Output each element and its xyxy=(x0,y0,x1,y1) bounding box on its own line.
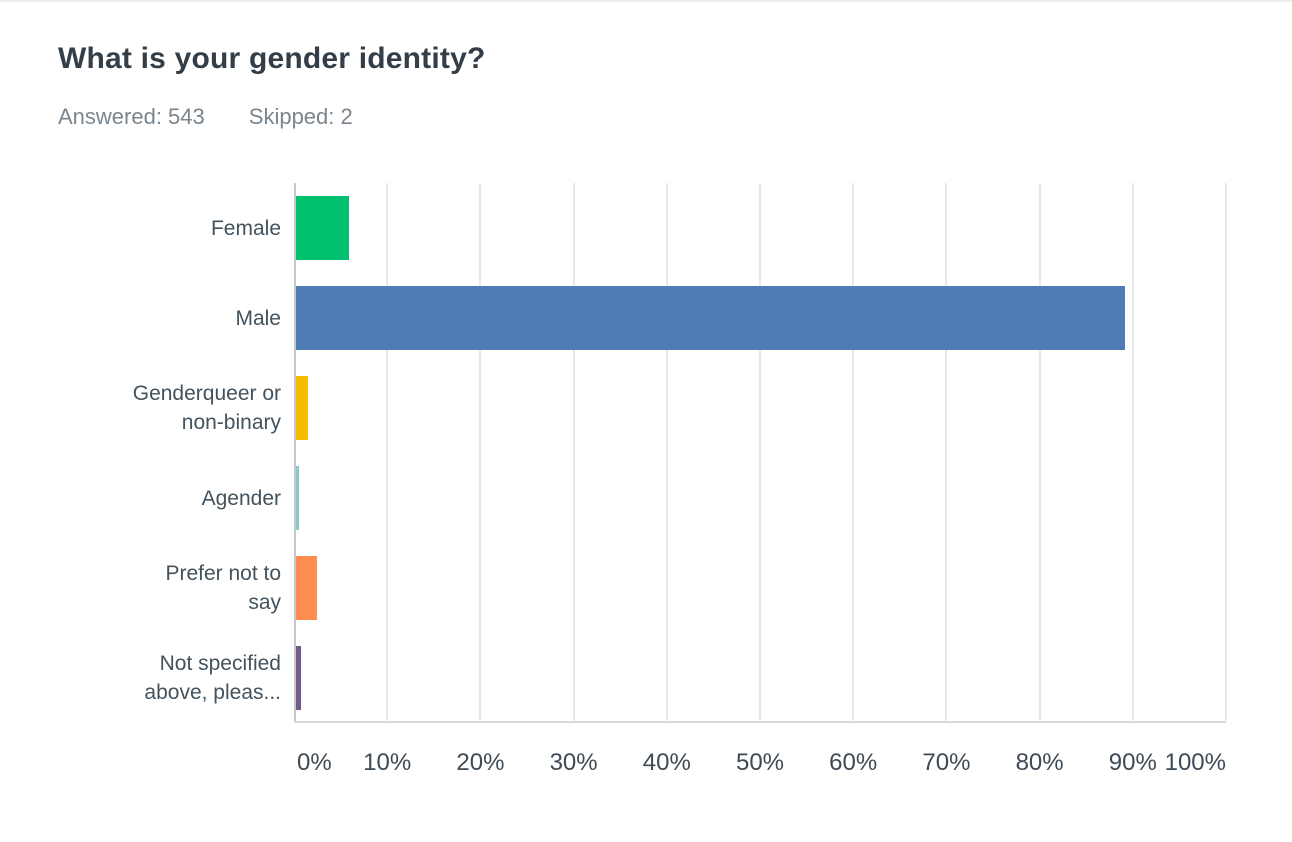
x-tick-label: 60% xyxy=(829,749,878,776)
x-tick-label: 50% xyxy=(735,749,785,776)
gridline-100% xyxy=(1225,183,1227,721)
bar-row xyxy=(296,453,1226,543)
x-tick-label: 90% xyxy=(1108,749,1157,776)
skipped-count: Skipped: 2 xyxy=(248,104,353,129)
category-label: Agender xyxy=(201,486,281,510)
question-title: What is your gender identity? xyxy=(58,42,486,75)
x-tick-label: 0% xyxy=(297,749,332,776)
bar-row xyxy=(296,633,1226,723)
bar-row xyxy=(296,363,1226,453)
gridline-50% xyxy=(759,183,761,721)
x-tick-label: 40% xyxy=(642,749,691,776)
category-axis-labels: Female Male Genderqueer or non-binary Agend… xyxy=(0,183,281,723)
gridline-80% xyxy=(1038,183,1041,721)
bar-agender[interactable] xyxy=(296,466,299,530)
gridline-30% xyxy=(572,183,575,721)
gridline-70% xyxy=(945,183,948,721)
bar-not-specified-above-pleas[interactable] xyxy=(296,646,301,710)
response-meta: Answered: 543 Skipped: 2 xyxy=(58,104,353,130)
bar-row xyxy=(296,183,1226,273)
bar-prefer-not-to-say[interactable] xyxy=(296,556,318,620)
bar-row xyxy=(296,543,1226,633)
x-tick-label: 30% xyxy=(549,749,598,776)
category-label: Female xyxy=(210,216,281,240)
gridline-20% xyxy=(479,183,482,721)
category-label: Genderqueer or non-binary xyxy=(132,382,281,434)
bar-female[interactable] xyxy=(296,196,349,260)
gridline-40% xyxy=(665,183,668,721)
bar-chart-plot-area xyxy=(294,183,1227,723)
category-label: Prefer not to say xyxy=(165,562,281,614)
x-axis-line xyxy=(294,721,1226,723)
x-tick-label: 80% xyxy=(1015,749,1064,776)
x-tick-label: 70% xyxy=(922,749,971,776)
x-tick-label: 10% xyxy=(363,749,412,776)
gridline-60% xyxy=(852,183,855,721)
category-label: Male xyxy=(235,306,281,330)
gridline-90% xyxy=(1131,183,1134,721)
bar-row xyxy=(296,273,1226,363)
gridline-10% xyxy=(386,183,389,721)
bar-genderqueer-or-non-binary[interactable] xyxy=(296,376,309,440)
bar-male[interactable] xyxy=(296,286,1125,350)
answered-count: Answered: 543 xyxy=(58,104,205,129)
y-axis-line xyxy=(294,183,296,723)
x-tick-label: 20% xyxy=(456,749,505,776)
x-tick-label: 100% xyxy=(1164,749,1226,776)
category-label: Not specified above, pleas... xyxy=(144,652,281,704)
percent-axis-labels: 0% 10% 20% 30% 40% 50% 60% 70% 80% 90% 100% xyxy=(294,749,1226,781)
